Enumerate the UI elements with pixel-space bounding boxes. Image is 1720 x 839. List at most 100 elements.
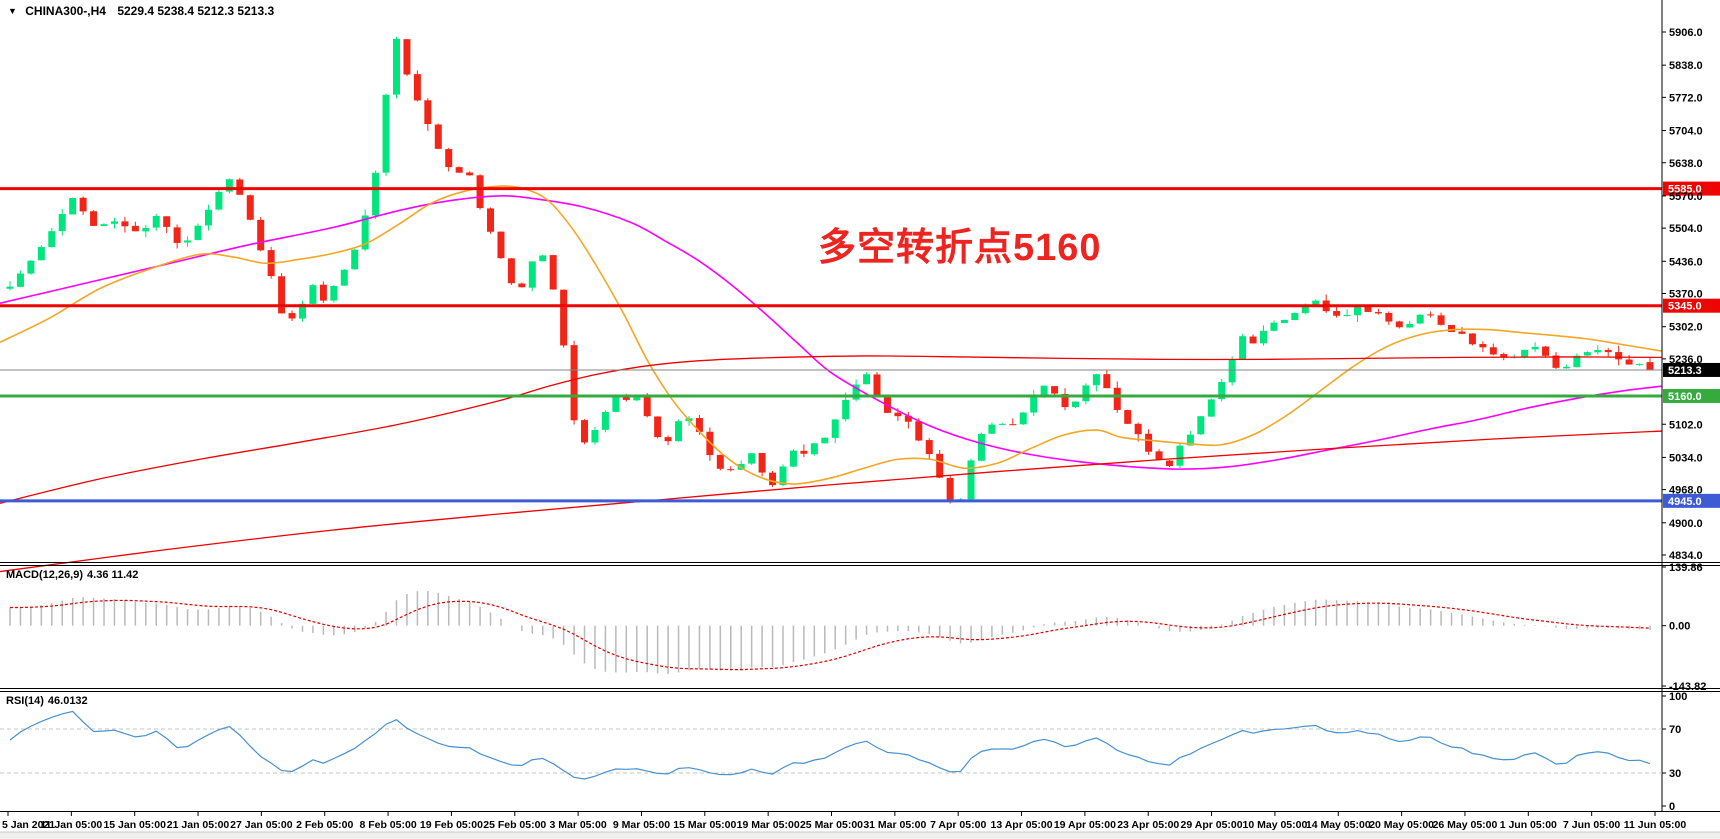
candle <box>831 419 839 438</box>
date-tick-label: 19 Mar 05:00 <box>737 819 800 831</box>
candle <box>142 227 150 232</box>
candle <box>466 172 474 176</box>
hline-support-4945[interactable]: 4945.0 <box>0 493 1720 508</box>
window-bottom-strip <box>0 832 1720 839</box>
candle <box>246 195 254 220</box>
date-tick-label: 25 Feb 05:00 <box>483 819 546 831</box>
candle <box>215 191 223 210</box>
date-tick-label: 23 Apr 05:00 <box>1117 819 1179 831</box>
candle <box>946 477 954 501</box>
candle <box>1019 412 1027 425</box>
candle <box>904 415 912 422</box>
candle <box>936 453 944 478</box>
symbol-name: CHINA300-,H4 <box>25 4 106 18</box>
candle <box>351 249 359 270</box>
annotation-text[interactable]: 多空转折点5160 <box>818 227 1102 269</box>
candle <box>1155 451 1163 461</box>
candle <box>1009 424 1017 426</box>
candle <box>1374 312 1382 314</box>
rsi-tick-label: 30 <box>1669 768 1681 780</box>
candle <box>727 469 735 471</box>
candle <box>1239 336 1247 360</box>
panel-separator-1[interactable] <box>0 562 1720 566</box>
candle <box>413 74 421 101</box>
candle <box>48 231 56 248</box>
hline-price-tag-text: 5213.3 <box>1668 365 1702 377</box>
candle <box>560 289 568 346</box>
date-tick-label: 15 Jan 05:00 <box>103 819 166 831</box>
macd-values: 4.36 11.42 <box>87 569 139 581</box>
candle <box>1270 322 1278 331</box>
candle <box>758 453 766 473</box>
candle <box>497 231 505 259</box>
candle <box>476 175 484 208</box>
candle <box>288 313 296 319</box>
candle <box>319 284 327 301</box>
candle <box>716 454 724 469</box>
date-tick-label: 9 Mar 05:00 <box>613 819 670 831</box>
candle <box>769 472 777 486</box>
candle <box>1489 347 1497 355</box>
candle <box>392 38 400 95</box>
price-tick-label: 5570.0 <box>1669 191 1703 203</box>
candle <box>1134 423 1142 435</box>
macd-histogram <box>9 590 1651 674</box>
price-tick-label: 5034.0 <box>1669 452 1703 464</box>
symbol-ohlc-values: 5229.4 5238.4 5212.3 5213.3 <box>117 4 275 18</box>
candle <box>581 420 589 443</box>
candle <box>455 167 463 173</box>
macd-tick-label: 0.00 <box>1669 621 1690 633</box>
candle <box>518 283 526 288</box>
candle <box>37 246 45 261</box>
macd-axis[interactable]: 139.86 0.00 -143.82 <box>1662 562 1706 693</box>
candle <box>779 466 787 486</box>
candle <box>507 258 515 284</box>
price-axis[interactable]: 5906.0 5838.0 5772.0 5704.0 5638.0 5570.0 5504… <box>1661 0 1703 811</box>
candle <box>309 285 317 304</box>
hline-resistance-5345[interactable]: 5345.0 <box>0 298 1720 313</box>
rsi-indicator-label: RSI(14) 46.0132 <box>6 695 92 707</box>
date-tick-label: 29 Apr 05:00 <box>1181 819 1243 831</box>
date-tick-label: 21 Jan 05:00 <box>167 819 230 831</box>
hline-price-tag-text: 5345.0 <box>1668 301 1702 313</box>
ma-red-long <box>0 430 1663 573</box>
candle <box>1646 362 1654 370</box>
candle <box>1207 399 1215 417</box>
price-tick-label: 5436.0 <box>1669 256 1703 268</box>
hline-pivot-5160[interactable]: 5160.0 <box>0 388 1720 403</box>
price-tick-label: 5838.0 <box>1669 60 1703 72</box>
candle <box>424 100 432 125</box>
candle <box>1500 354 1508 358</box>
candle <box>1448 324 1456 332</box>
collapse-triangle-icon[interactable]: ▼ <box>8 6 17 16</box>
ma-orange <box>0 185 1663 485</box>
date-tick-label: 11 Jan 05:00 <box>40 819 102 831</box>
candle <box>852 384 860 400</box>
hline-current-price[interactable]: 5213.3 <box>0 362 1720 377</box>
candle <box>1176 445 1184 466</box>
candle <box>1406 323 1414 328</box>
price-tick-label: 5236.0 <box>1669 354 1703 366</box>
candle <box>1061 393 1069 408</box>
candle <box>1103 374 1111 389</box>
candle <box>810 443 818 455</box>
candle <box>100 224 108 227</box>
panel-separator-2[interactable] <box>0 688 1720 692</box>
candle <box>1228 359 1236 383</box>
hline-price-tag-text: 5160.0 <box>1668 391 1702 403</box>
candle <box>58 213 66 232</box>
candle <box>643 397 651 417</box>
candle <box>1583 352 1591 356</box>
candle <box>800 450 808 454</box>
candle <box>121 221 129 227</box>
candle <box>1343 315 1351 317</box>
rsi-axis[interactable]: 100 70 30 0 <box>1662 691 1687 813</box>
hline-resistance-5585[interactable]: 5585.0 <box>0 181 1720 196</box>
candle <box>988 424 996 434</box>
price-tick-label: 5704.0 <box>1669 126 1703 138</box>
hline-price-tag <box>1663 298 1720 313</box>
candle <box>748 453 756 464</box>
candle <box>90 211 98 226</box>
